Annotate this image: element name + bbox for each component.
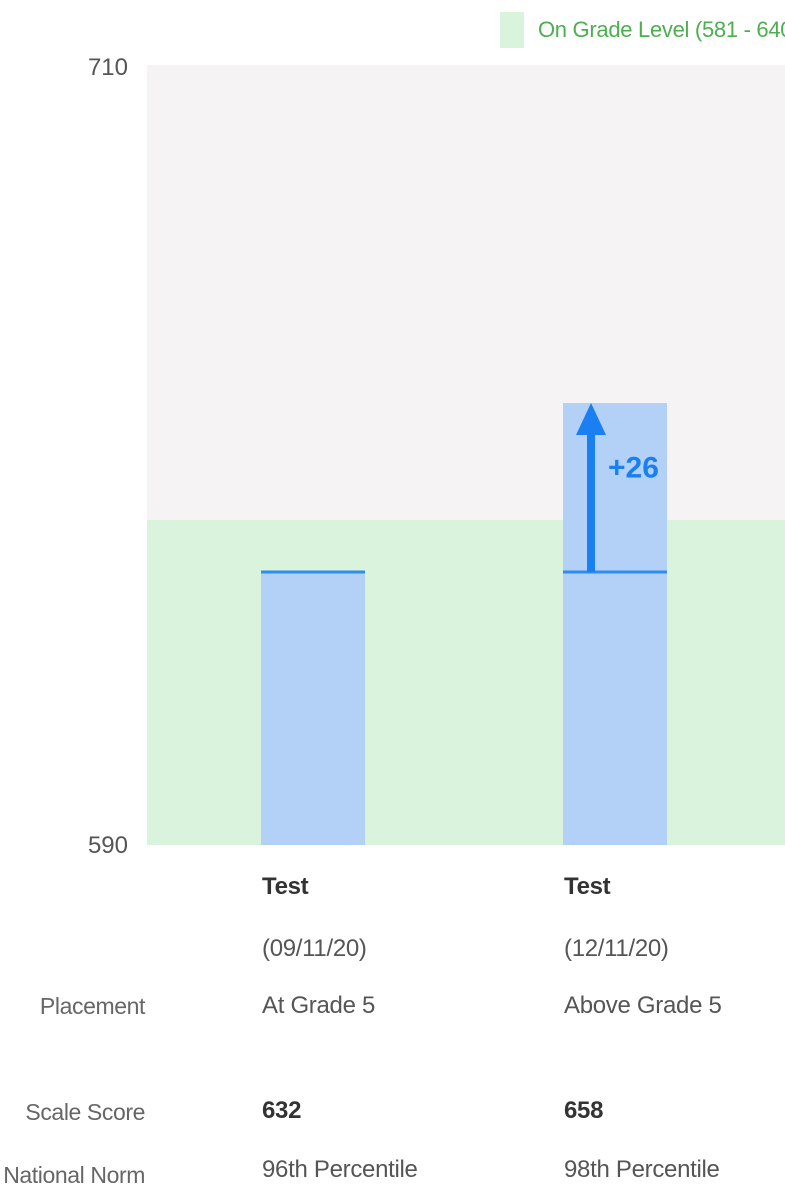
growth-label: +26 xyxy=(608,452,659,485)
chart-plot: +26 xyxy=(147,65,785,845)
row-label-national-norm: National Norm xyxy=(3,1162,145,1188)
col1-national-norm: 96th Percentile xyxy=(262,1156,418,1183)
growth-arrow-icon xyxy=(576,403,606,435)
legend-label: On Grade Level (581 - 640) xyxy=(538,17,785,42)
col1-placement: At Grade 5 xyxy=(262,992,376,1019)
row-label-placement: Placement xyxy=(39,993,145,1019)
col2-national-norm: 98th Percentile xyxy=(564,1156,720,1183)
on-grade-level-band xyxy=(147,520,785,845)
legend: On Grade Level (581 - 640) xyxy=(500,12,785,48)
col2-title: Test xyxy=(564,873,611,900)
col2-placement: Above Grade 5 xyxy=(564,992,722,1019)
col1-date: (09/11/20) xyxy=(262,935,367,962)
y-tick-top: 710 xyxy=(87,54,128,81)
col1-scale-score: 632 xyxy=(262,1097,302,1124)
row-label-scale-score: Scale Score xyxy=(25,1099,145,1125)
col2-date: (12/11/20) xyxy=(564,935,669,962)
bar-test-1 xyxy=(261,572,365,845)
bar-test-2 xyxy=(563,403,667,845)
col1-title: Test xyxy=(262,873,309,900)
y-tick-bottom: 590 xyxy=(87,832,128,859)
legend-swatch xyxy=(500,12,524,48)
col2-scale-score: 658 xyxy=(564,1097,604,1124)
